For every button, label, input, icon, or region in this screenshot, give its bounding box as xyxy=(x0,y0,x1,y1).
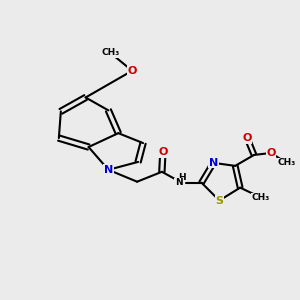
Text: CH₃: CH₃ xyxy=(278,158,296,167)
Text: O: O xyxy=(128,66,137,76)
Text: CH₃: CH₃ xyxy=(101,48,119,57)
Text: N: N xyxy=(209,158,218,168)
Text: O: O xyxy=(158,147,168,157)
Text: N: N xyxy=(104,165,113,175)
Text: O: O xyxy=(242,133,252,143)
Text: H: H xyxy=(178,173,185,182)
Text: O: O xyxy=(266,148,276,158)
Text: S: S xyxy=(215,196,223,206)
Text: N: N xyxy=(175,178,182,187)
Text: CH₃: CH₃ xyxy=(252,193,270,202)
